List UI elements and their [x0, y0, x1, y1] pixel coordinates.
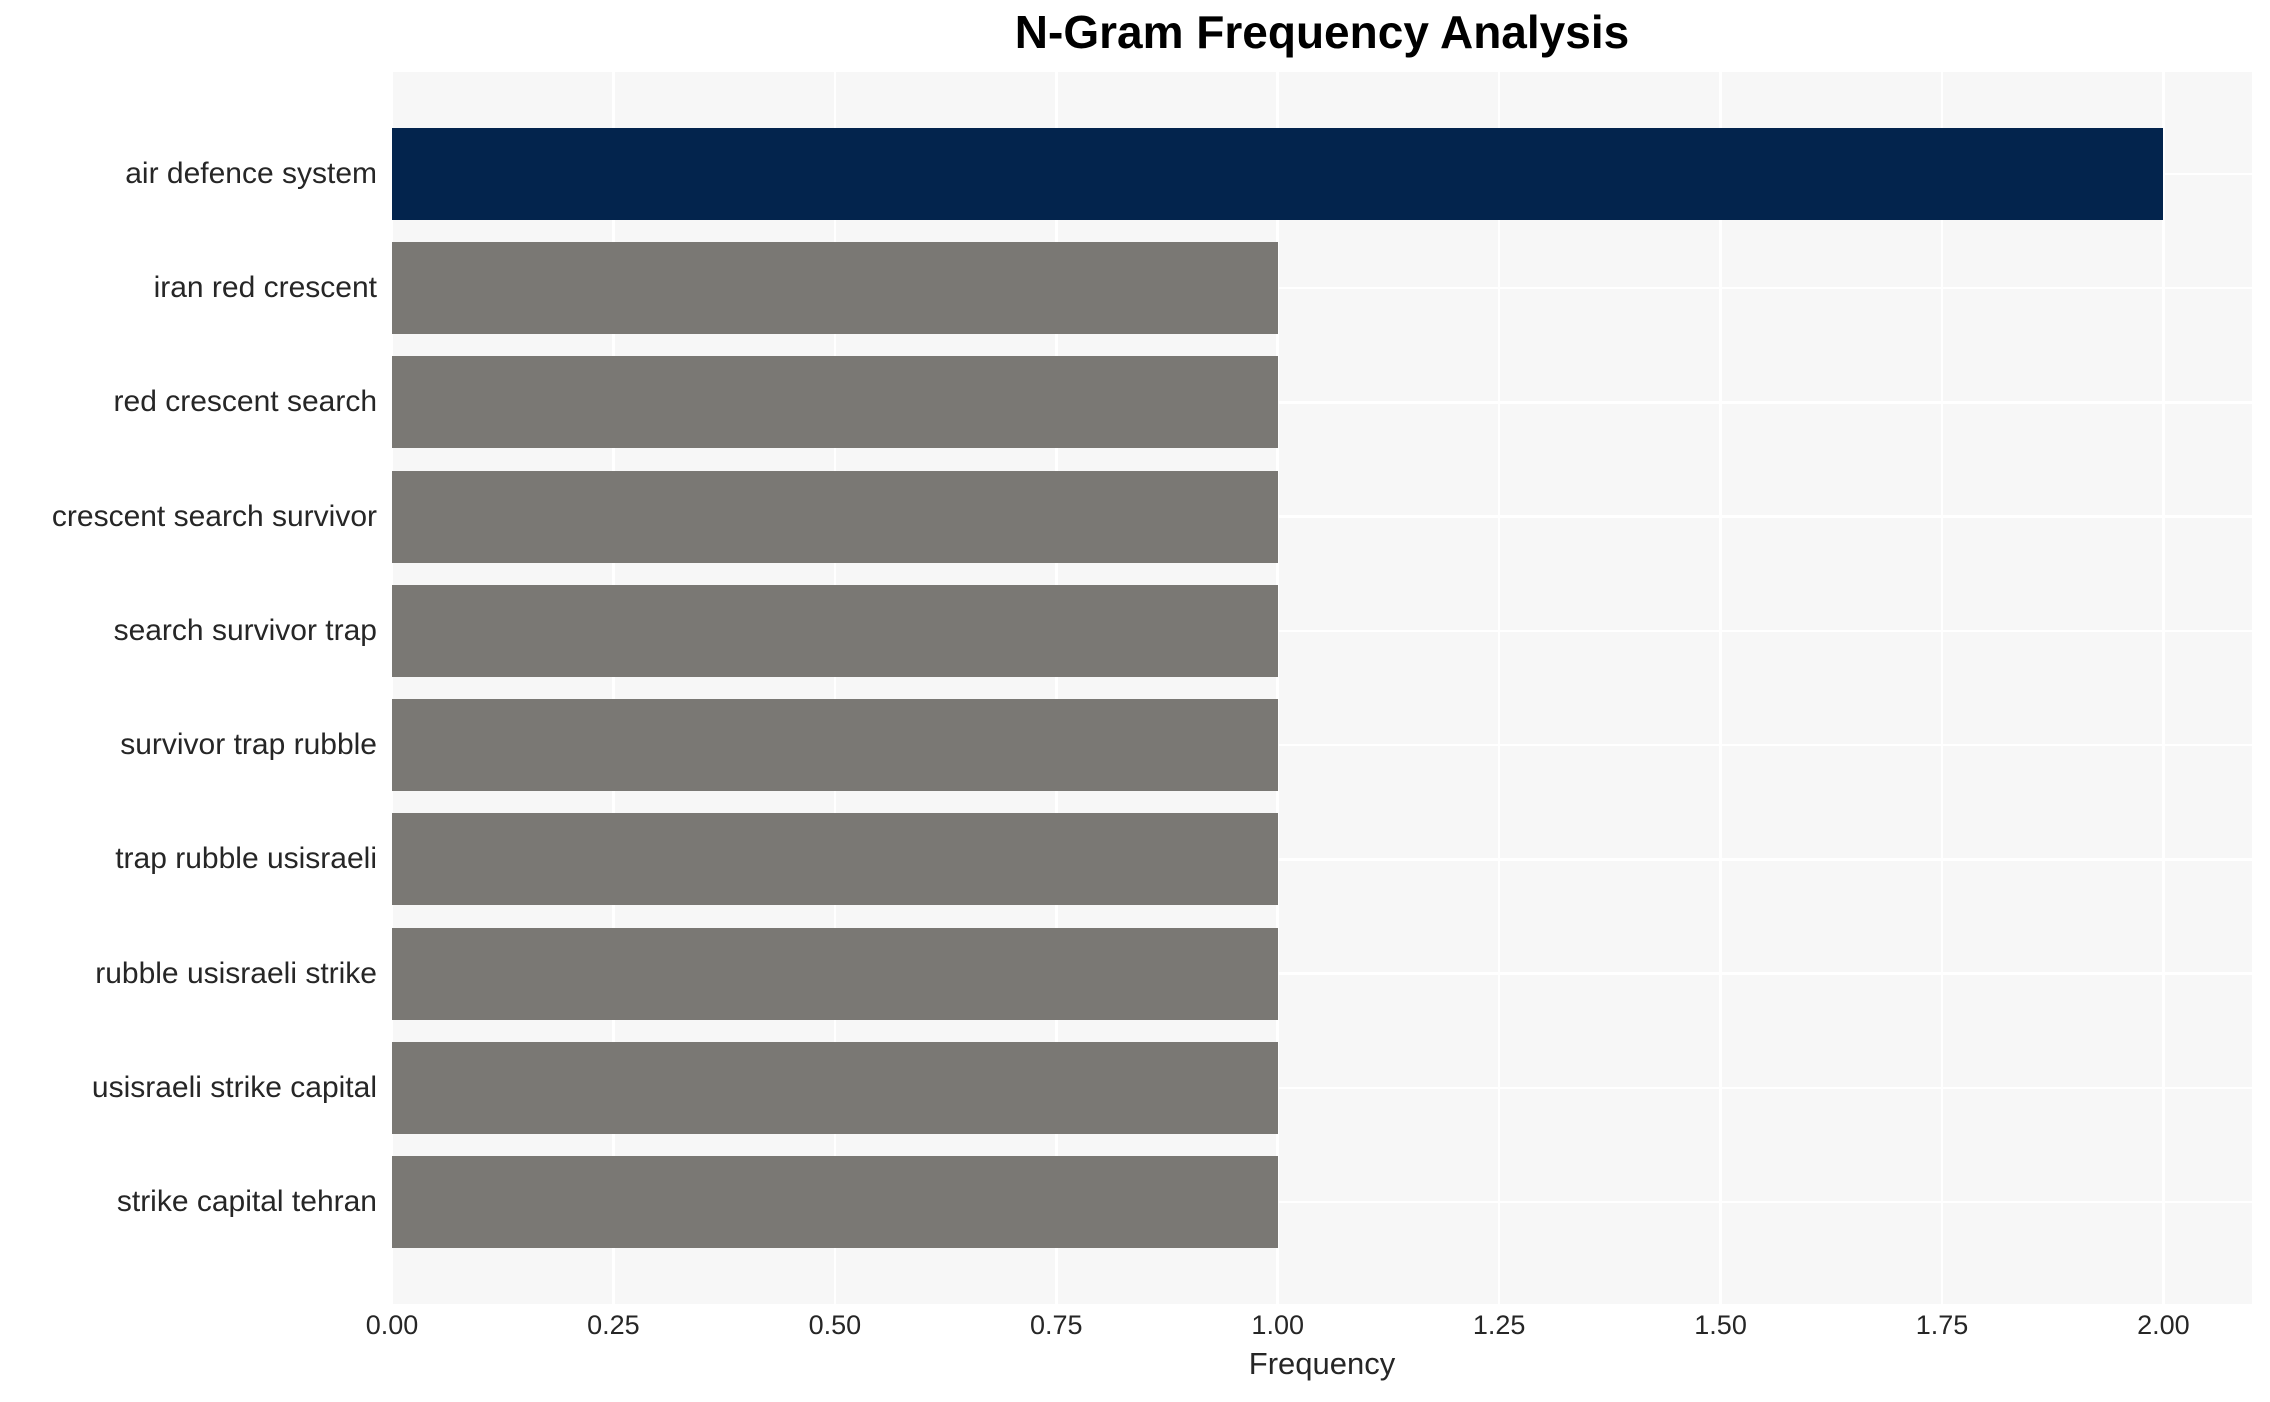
bar-crescent-search-survivor [392, 470, 1278, 563]
gridline-y [392, 743, 2252, 747]
x-axis-label: Frequency [1248, 1346, 1396, 1381]
x-tick-label: 1.00 [1251, 1310, 1304, 1340]
bar-rubble-usisraeli-strike [392, 927, 1278, 1020]
bar-survivor-trap-rubble [392, 699, 1278, 792]
gridline-y [392, 1086, 2252, 1090]
gridline-x [2162, 72, 2165, 1304]
y-tick-label: iran red crescent [153, 271, 377, 305]
gridline-y [392, 629, 2252, 633]
gridline-y [392, 515, 2252, 518]
x-tick-label: 0.50 [808, 1310, 862, 1340]
bar-search-survivor-trap [392, 584, 1278, 677]
gridline-y [392, 401, 2252, 404]
y-tick-label: red crescent search [113, 385, 377, 419]
y-tick-label: usisraeli strike capital [91, 1070, 377, 1104]
gridline-x [1276, 72, 1279, 1304]
gridline-x [1719, 72, 1722, 1304]
x-tick-label: 0.25 [587, 1310, 640, 1340]
y-tick-label: crescent search survivor [51, 499, 377, 533]
x-tick-label: 0.75 [1030, 1310, 1083, 1340]
x-tick-label: 1.75 [1915, 1310, 1969, 1340]
bar-trap-rubble-usisraeli [392, 813, 1278, 906]
bar-iran-red-crescent [392, 242, 1278, 335]
gridline-y [392, 858, 2252, 861]
gridline-x [392, 72, 394, 1304]
bar-usisraeli-strike-capital [392, 1041, 1278, 1134]
bar-air-defence-system [392, 128, 2164, 220]
y-tick-label: search survivor trap [113, 613, 377, 647]
x-tick-label: 2.00 [2137, 1310, 2190, 1340]
gridline-x [1055, 72, 1058, 1304]
gridline-y [392, 1200, 2252, 1204]
bar-red-crescent-search [392, 356, 1278, 449]
x-tick-label: 1.25 [1472, 1310, 1526, 1340]
gridline-x [1497, 72, 1501, 1304]
gridline-x [612, 72, 615, 1304]
chart-title: N-Gram Frequency Analysis [1014, 6, 1630, 58]
plot-area [392, 72, 2252, 1304]
x-tick-label: 0.00 [365, 1310, 419, 1340]
y-tick-label: air defence system [125, 157, 377, 190]
gridline-x [833, 72, 837, 1304]
x-tick-label: 1.50 [1694, 1310, 1747, 1340]
y-tick-label: trap rubble usisraeli [115, 842, 377, 876]
bar-strike-capital-tehran [392, 1156, 1278, 1248]
gridline-x [1940, 72, 1944, 1304]
gridline-y [392, 286, 2252, 290]
y-tick-label: strike capital tehran [116, 1185, 377, 1218]
y-tick-label: survivor trap rubble [120, 728, 377, 762]
y-tick-label: rubble usisraeli strike [95, 956, 377, 990]
gridline-y [392, 972, 2252, 975]
